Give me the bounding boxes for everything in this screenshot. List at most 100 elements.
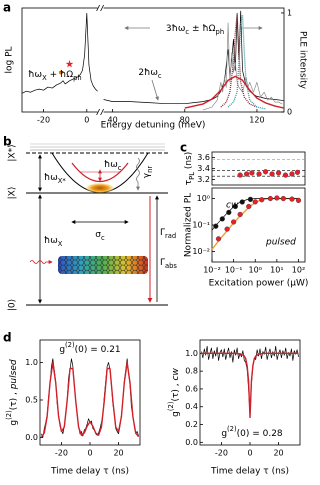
- annotation-part: c: [185, 28, 189, 36]
- y-axis-label-part: g: [9, 420, 19, 426]
- panel-label: a: [3, 1, 11, 15]
- annotation-part: X: [42, 74, 47, 82]
- annotation: g(2)(0) = 0.21: [59, 341, 120, 355]
- data-point: [280, 195, 286, 202]
- y-axis-label: τPL (ns): [184, 152, 197, 186]
- exciton-population: [86, 183, 114, 193]
- page: { "panel_labels": ["a", "b", "c", "d"], …: [3, 0, 309, 477]
- y-axis-label-part: τ: [184, 180, 194, 185]
- y-axis-label-part: cw: [171, 368, 181, 381]
- annotation-part: ± ħΩ: [189, 24, 216, 34]
- fit-line: [40, 361, 140, 438]
- data-point: [275, 170, 282, 176]
- annotation-part: ph: [216, 28, 225, 36]
- data-point: [239, 199, 245, 205]
- x-axis-label: Excitation power (μW): [209, 279, 309, 289]
- data-line: [220, 14, 258, 108]
- data-point: [219, 216, 225, 222]
- x-tick-label: 10²: [292, 266, 305, 275]
- data-point: [259, 197, 265, 203]
- y-tick-label: 10⁰: [197, 194, 210, 203]
- diagram-label-part: ħω: [44, 236, 58, 246]
- annotation: 2ħωc: [138, 68, 162, 81]
- series-label: cw: [226, 201, 239, 211]
- x-tick-label: 10⁻²: [203, 266, 221, 275]
- y-tick-label: 10⁻²: [192, 247, 210, 256]
- diagram-label-part: nr: [146, 166, 154, 173]
- diagram-label: ħωX*: [44, 173, 66, 186]
- y-tick-label: 0.8: [185, 367, 198, 376]
- data-point: [289, 196, 295, 202]
- x-tick-label: 0: [87, 449, 92, 458]
- diagram-label: ħωX: [44, 236, 63, 249]
- plot-frame: [211, 151, 306, 186]
- diagram-label: ħωc: [104, 160, 122, 173]
- diagram-label-part: abs: [165, 262, 177, 270]
- annotation: ħωX + ħΩph: [28, 70, 81, 83]
- x-tick-label: 10⁰: [249, 266, 262, 275]
- marker: [58, 70, 63, 75]
- diagram-label-part: γ: [142, 172, 152, 178]
- y-axis-label-part: (2): [167, 401, 175, 411]
- y-axis-label: g(2)(τ) , cw: [167, 368, 181, 417]
- axis-break: [97, 6, 104, 10]
- data-point: [282, 172, 289, 178]
- y-tick-label: 0.0: [25, 433, 38, 442]
- x-tick-label: 120: [249, 116, 264, 125]
- diagram-label-part: X*: [58, 177, 67, 185]
- y-axis-label-part: (2): [5, 410, 13, 420]
- data-line: [227, 14, 267, 110]
- y-axis-label: log PL: [5, 46, 15, 73]
- data-point: [249, 170, 255, 176]
- y-axis-label-part: (τ) ,: [9, 389, 19, 410]
- fit-line: [201, 352, 299, 419]
- y-axis-label: Normalized PL: [184, 193, 194, 257]
- y-axis-label-part: (τ) ,: [171, 381, 181, 402]
- y-axis-label-part: PL: [188, 172, 196, 180]
- diagram-label-part: ħω: [104, 160, 118, 170]
- data-point: [226, 209, 232, 215]
- data-point: [237, 172, 243, 178]
- y-tick-label: 3.6: [197, 153, 210, 162]
- figure: ab cd|X*⟩|X⟩|0⟩ħωX*ħωcħωXγnrσcΓradΓabs-20…: [3, 1, 309, 477]
- series-label: pulsed: [265, 238, 296, 248]
- x-tick-label: 10⁻¹: [225, 266, 243, 275]
- x-tick-label: 20: [273, 449, 283, 458]
- y-tick-label: 0.5: [25, 396, 38, 405]
- annotation-part: g: [59, 345, 65, 355]
- diagram-label: γnr: [142, 166, 155, 179]
- y-tick-label: 0.6: [185, 384, 198, 393]
- data-point: [256, 171, 262, 177]
- x-axis-label: Energy detuning (meV): [101, 121, 206, 131]
- y-tick-label: 3.4: [197, 164, 210, 173]
- state-label: |0⟩: [8, 299, 18, 311]
- annotation-part: (2): [65, 341, 75, 349]
- data-point: [247, 196, 254, 202]
- y-axis-label-part: g: [171, 411, 181, 417]
- x-tick-label: -20: [55, 449, 68, 458]
- axis-break: [96, 4, 100, 12]
- axis-break: [96, 108, 100, 116]
- data-point: [213, 223, 219, 229]
- annotation-part: (0) = 0.28: [237, 429, 283, 439]
- panel-label: b: [3, 135, 12, 149]
- panel-label: d: [3, 331, 12, 345]
- data-point: [237, 211, 243, 218]
- data-point: [295, 197, 302, 204]
- annotation-part: (2): [227, 425, 237, 433]
- diagram-label-part: X: [58, 240, 63, 248]
- annotation-part: g: [221, 429, 227, 439]
- y-tick-label: 0.2: [185, 420, 198, 429]
- y-axis-label-part: pulsed: [9, 359, 19, 390]
- annotation-part: + ħΩ: [47, 70, 74, 80]
- data-point: [294, 169, 301, 175]
- axis-break: [97, 110, 104, 114]
- data-point: [262, 169, 269, 175]
- plot-frame: [21, 7, 285, 113]
- diagram-label: Γrad: [160, 228, 176, 241]
- data-point: [224, 226, 230, 232]
- x-tick-label: 80: [180, 116, 190, 125]
- annotation-part: 3ħω: [166, 24, 186, 34]
- x-axis-label: Time delay τ (ns): [210, 467, 289, 477]
- y2-tick-label: 1: [287, 8, 292, 17]
